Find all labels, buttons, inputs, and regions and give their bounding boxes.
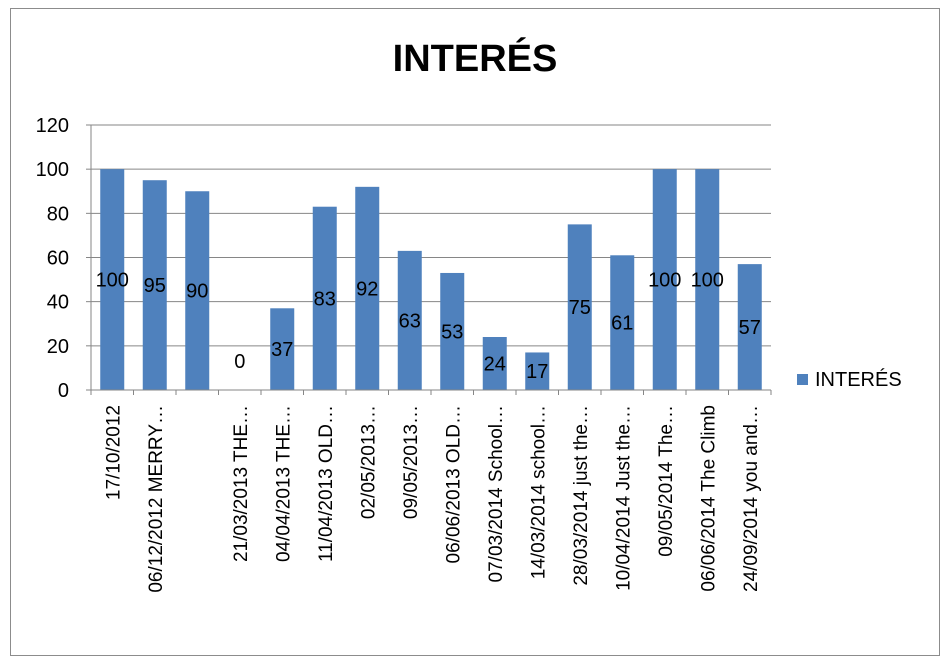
x-tick-label: 14/03/2014 school… — [528, 405, 549, 579]
data-label: 75 — [569, 297, 591, 319]
bar — [185, 191, 210, 390]
bar — [525, 352, 550, 390]
data-label: 100 — [96, 270, 129, 292]
legend: INTERÉS — [797, 368, 902, 391]
bar — [312, 206, 337, 390]
x-tick-label: 06/06/2014 The Climb — [698, 405, 719, 592]
x-tick-label: 06/12/2012 MERRY… — [146, 405, 167, 593]
data-label: 53 — [441, 321, 463, 343]
data-label: 95 — [144, 275, 166, 297]
data-label: 83 — [314, 288, 336, 310]
data-label: 57 — [739, 317, 761, 339]
data-label: 37 — [271, 339, 293, 361]
x-tick-label: 10/04/2014 Just the… — [613, 405, 634, 591]
x-tick-label: 11/04/2013 OLD… — [316, 405, 337, 562]
x-tick-label: 07/03/2014 School… — [486, 405, 507, 582]
bar — [482, 337, 507, 390]
x-tick-label: 04/04/2013 THE… — [273, 405, 294, 562]
bar — [355, 186, 380, 390]
data-label: 100 — [691, 270, 724, 292]
data-label: 63 — [399, 310, 421, 332]
bar — [737, 264, 762, 390]
legend-swatch — [797, 374, 808, 385]
x-tick-label: 17/10/2012 — [103, 405, 124, 500]
y-tick-label: 20 — [47, 336, 69, 358]
chart-title: INTERÉS — [392, 38, 558, 80]
bar — [567, 224, 592, 390]
x-tick-label: 21/03/2013 THE… — [231, 405, 252, 562]
x-axis-ticks: 17/10/2012 06/12/2012 MERRY… 21/03/2013 TH… — [90, 389, 772, 593]
bar — [610, 255, 635, 390]
legend-label: INTERÉS — [815, 368, 902, 391]
data-label: 92 — [356, 278, 378, 300]
bar — [142, 180, 167, 390]
y-tick-label: 60 — [47, 248, 69, 270]
bars — [100, 169, 762, 390]
y-axis-ticks: 0 20 40 60 80 100 120 — [36, 115, 92, 402]
y-tick-label: 40 — [47, 292, 69, 314]
bar — [397, 250, 422, 390]
y-tick-label: 100 — [36, 159, 69, 181]
data-label: 17 — [526, 361, 548, 383]
x-tick-label: 24/09/2014 you and… — [741, 405, 762, 592]
data-labels: 100 95 90 0 37 83 92 63 53 24 17 75 61 100 100 57 — [96, 270, 761, 384]
data-label: 100 — [648, 270, 681, 292]
bar — [440, 272, 465, 390]
data-label: 0 — [234, 351, 245, 373]
data-label: 61 — [611, 313, 633, 335]
bar — [652, 169, 677, 390]
bar — [270, 308, 295, 390]
x-tick-label: 06/06/2013 OLD… — [443, 405, 464, 563]
data-label: 24 — [484, 354, 506, 376]
y-tick-label: 0 — [58, 380, 69, 402]
x-tick-label: 28/03/2014 just the… — [571, 405, 592, 586]
data-label: 90 — [186, 281, 208, 303]
bar — [695, 169, 720, 390]
y-tick-label: 120 — [36, 115, 69, 137]
x-tick-label: 09/05/2014 The… — [656, 405, 677, 557]
y-tick-label: 80 — [47, 203, 69, 225]
bar — [100, 169, 125, 390]
x-tick-label: 09/05/2013… — [401, 405, 422, 519]
x-tick-label: 02/05/2013… — [358, 405, 379, 519]
